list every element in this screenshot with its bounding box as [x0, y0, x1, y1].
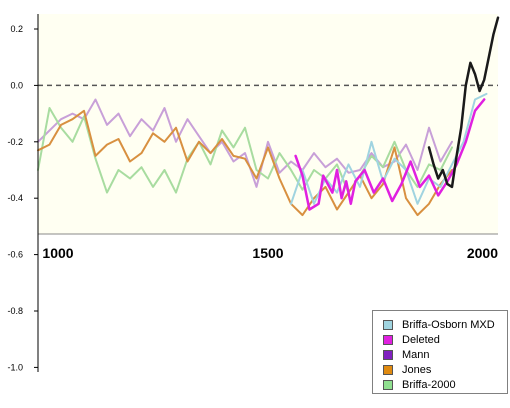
legend-swatch	[383, 349, 393, 360]
x-ticks: 1000 1500 2000	[42, 245, 498, 261]
legend-item: Briffa-Osborn MXD	[383, 317, 507, 332]
legend-item: Briffa-2000	[383, 377, 507, 392]
legend-swatch	[383, 334, 393, 345]
legend-item: Deleted	[383, 332, 507, 347]
series-line-briffa-osborn-mxd	[290, 92, 488, 205]
legend-swatch	[383, 319, 393, 330]
legend-label: Briffa-2000	[402, 378, 456, 391]
series-line-briffa-2000	[37, 107, 453, 194]
legend-swatch	[383, 379, 393, 390]
plot-lines	[37, 16, 500, 217]
y-tick-label: -1.0	[7, 362, 23, 372]
y-tick-label: 0.2	[10, 24, 23, 34]
y-ticks: 0.2 0.0 -0.2 -0.4 -0.6 -0.8 -1.0	[7, 24, 38, 372]
x-tick-label: 1500	[252, 245, 283, 261]
legend-label: Deleted	[402, 333, 440, 346]
y-tick-label: -0.6	[7, 250, 23, 260]
series-line-instrumental	[427, 16, 500, 189]
legend-swatch	[383, 364, 393, 375]
y-tick-label: 0.0	[10, 80, 23, 90]
y-tick-label: -0.4	[7, 193, 23, 203]
x-tick-label: 2000	[467, 245, 498, 261]
legend-item: Mann	[383, 347, 507, 362]
series-line-jones	[37, 109, 453, 217]
legend-item: Jones	[383, 362, 507, 377]
legend-label: Jones	[402, 363, 432, 376]
x-tick-label: 1000	[42, 245, 73, 261]
legend-label: Briffa-Osborn MXD	[402, 318, 495, 331]
y-tick-label: -0.8	[7, 306, 23, 316]
legend: Briffa-Osborn MXD Deleted Mann Jones Bri…	[372, 310, 508, 394]
legend-label: Mann	[402, 348, 430, 361]
y-tick-label: -0.2	[7, 137, 23, 147]
